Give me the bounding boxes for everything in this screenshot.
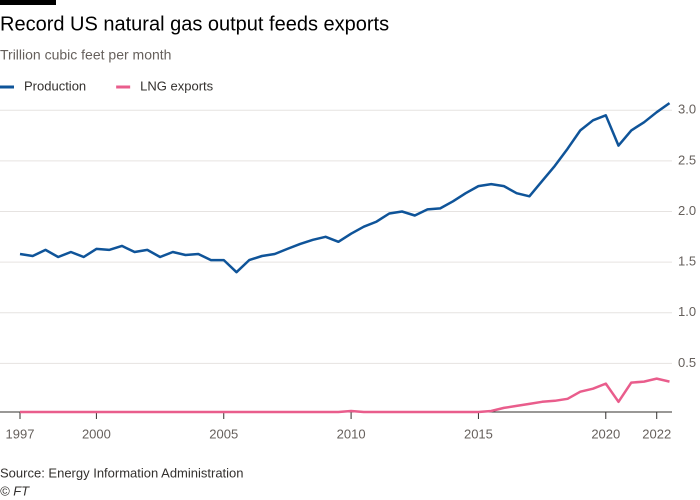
legend-label: Production bbox=[24, 78, 86, 93]
y-tick-label: 2.5 bbox=[678, 152, 696, 167]
x-tick-label: 2022 bbox=[642, 426, 671, 441]
chart-title: Record US natural gas output feeds expor… bbox=[0, 13, 389, 35]
x-tick-label: 2005 bbox=[209, 426, 238, 441]
y-tick-label: 1.0 bbox=[678, 304, 696, 319]
y-tick-label: 1.5 bbox=[678, 254, 696, 269]
chart-subtitle: Trillion cubic feet per month bbox=[0, 47, 171, 63]
x-tick-label: 1997 bbox=[6, 426, 35, 441]
legend-label: LNG exports bbox=[140, 78, 213, 93]
data-line bbox=[19, 102, 671, 274]
y-tick-label: 3.0 bbox=[678, 102, 696, 117]
x-tick-label: 2020 bbox=[591, 426, 620, 441]
y-tick-label: 2.0 bbox=[678, 203, 696, 218]
brand-bar bbox=[0, 0, 56, 5]
data-line bbox=[20, 377, 670, 414]
x-tick-label: 2015 bbox=[464, 426, 493, 441]
x-tick-label: 2000 bbox=[82, 426, 111, 441]
source: Source: Energy Information Administratio… bbox=[0, 465, 244, 480]
credit: © FT bbox=[0, 483, 30, 498]
x-tick-label: 2010 bbox=[337, 426, 366, 441]
y-tick-label: 0.5 bbox=[678, 355, 696, 370]
